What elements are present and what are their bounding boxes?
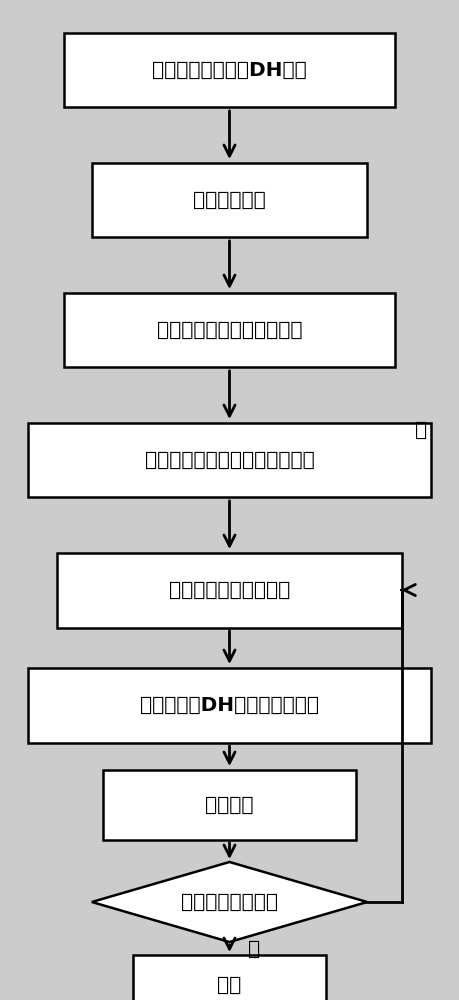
FancyBboxPatch shape [28,422,431,497]
Text: 修正机器人DH参数和手眼关系: 修正机器人DH参数和手眼关系 [140,696,319,714]
Text: 实验验证: 实验验证 [205,796,254,814]
Text: 手眼关系与运动学参数同时标定: 手眼关系与运动学参数同时标定 [145,450,314,470]
FancyBboxPatch shape [64,32,395,107]
Text: 否: 否 [415,420,427,440]
Text: 是: 是 [248,940,260,958]
Text: 距离误差模型: 距离误差模型 [193,190,266,210]
Text: 建立机器人运动学标定模型: 建立机器人运动学标定模型 [157,320,302,340]
Text: 建立修正的机器人DH模型: 建立修正的机器人DH模型 [152,60,307,80]
FancyBboxPatch shape [28,668,431,742]
Text: 结束: 结束 [218,976,241,994]
FancyBboxPatch shape [92,162,367,237]
Text: 是否满足精度要求: 是否满足精度要求 [181,892,278,912]
FancyBboxPatch shape [64,292,395,367]
FancyBboxPatch shape [57,552,402,628]
FancyBboxPatch shape [103,770,356,840]
FancyBboxPatch shape [133,955,326,1000]
Text: 末端实际坐标位置测量: 末端实际坐标位置测量 [169,580,290,599]
Polygon shape [92,862,367,942]
